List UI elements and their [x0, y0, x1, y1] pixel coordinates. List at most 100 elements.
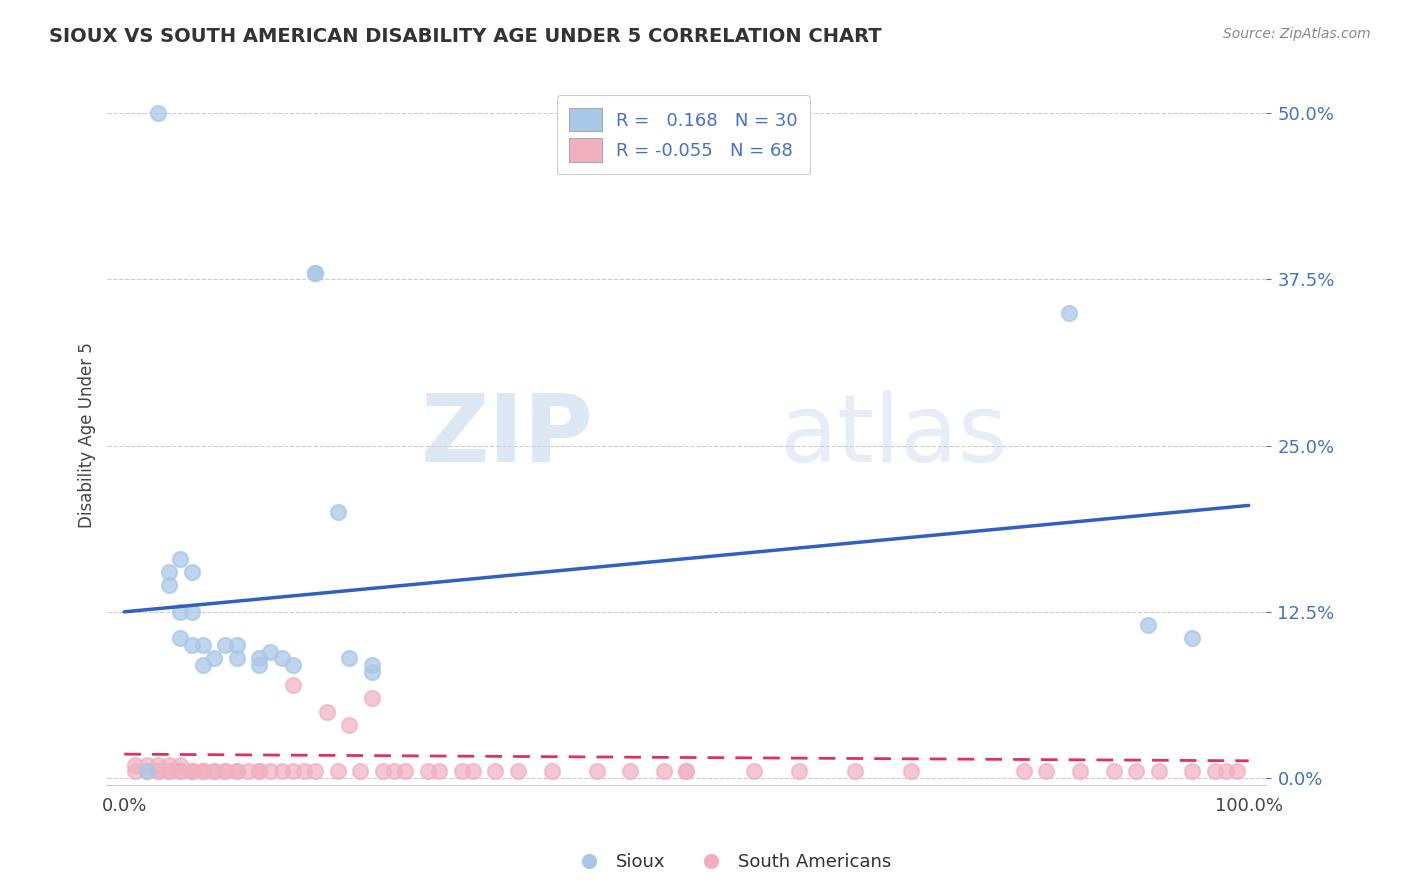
- Legend: Sioux, South Americans: Sioux, South Americans: [564, 847, 898, 879]
- Point: [124, 757, 146, 772]
- Point: [844, 764, 866, 779]
- Point: [394, 764, 416, 779]
- Point: [1181, 764, 1204, 779]
- Point: [652, 764, 675, 779]
- Point: [281, 658, 304, 673]
- Point: [180, 764, 202, 779]
- Point: [214, 764, 236, 779]
- Legend: R =   0.168   N = 30, R = -0.055   N = 68: R = 0.168 N = 30, R = -0.055 N = 68: [557, 95, 810, 174]
- Point: [202, 651, 225, 665]
- Point: [157, 757, 180, 772]
- Point: [146, 764, 169, 779]
- Point: [1069, 764, 1091, 779]
- Point: [675, 764, 697, 779]
- Point: [191, 764, 214, 779]
- Point: [585, 764, 607, 779]
- Text: ZIP: ZIP: [420, 390, 593, 482]
- Point: [146, 757, 169, 772]
- Point: [1035, 764, 1057, 779]
- Point: [214, 764, 236, 779]
- Point: [1102, 764, 1125, 779]
- Point: [304, 764, 326, 779]
- Point: [1057, 305, 1080, 319]
- Point: [742, 764, 765, 779]
- Point: [247, 764, 270, 779]
- Point: [337, 718, 360, 732]
- Point: [540, 764, 562, 779]
- Point: [382, 764, 405, 779]
- Point: [270, 651, 292, 665]
- Point: [191, 638, 214, 652]
- Point: [484, 764, 506, 779]
- Point: [247, 764, 270, 779]
- Point: [225, 764, 247, 779]
- Point: [900, 764, 922, 779]
- Point: [259, 645, 281, 659]
- Point: [304, 266, 326, 280]
- Point: [461, 764, 484, 779]
- Point: [169, 632, 191, 646]
- Point: [225, 638, 247, 652]
- Point: [1226, 764, 1249, 779]
- Point: [360, 691, 382, 706]
- Point: [247, 658, 270, 673]
- Point: [124, 764, 146, 779]
- Point: [157, 764, 180, 779]
- Point: [191, 658, 214, 673]
- Point: [675, 764, 697, 779]
- Point: [236, 764, 259, 779]
- Point: [1215, 764, 1237, 779]
- Point: [427, 764, 450, 779]
- Point: [416, 764, 439, 779]
- Point: [169, 605, 191, 619]
- Point: [135, 764, 157, 779]
- Point: [169, 764, 191, 779]
- Point: [259, 764, 281, 779]
- Point: [180, 764, 202, 779]
- Point: [214, 638, 236, 652]
- Point: [337, 651, 360, 665]
- Point: [360, 658, 382, 673]
- Point: [225, 764, 247, 779]
- Point: [1136, 618, 1159, 632]
- Point: [360, 665, 382, 679]
- Point: [135, 757, 157, 772]
- Point: [326, 505, 349, 519]
- Point: [1125, 764, 1147, 779]
- Point: [225, 651, 247, 665]
- Point: [157, 764, 180, 779]
- Text: Source: ZipAtlas.com: Source: ZipAtlas.com: [1223, 27, 1371, 41]
- Point: [157, 565, 180, 579]
- Point: [326, 764, 349, 779]
- Point: [619, 764, 641, 779]
- Point: [450, 764, 472, 779]
- Point: [169, 764, 191, 779]
- Point: [787, 764, 810, 779]
- Point: [247, 651, 270, 665]
- Point: [169, 757, 191, 772]
- Point: [135, 764, 157, 779]
- Point: [1204, 764, 1226, 779]
- Point: [1181, 632, 1204, 646]
- Point: [180, 764, 202, 779]
- Point: [146, 106, 169, 120]
- Point: [304, 266, 326, 280]
- Point: [1012, 764, 1035, 779]
- Point: [281, 764, 304, 779]
- Point: [202, 764, 225, 779]
- Point: [157, 578, 180, 592]
- Point: [371, 764, 394, 779]
- Point: [191, 764, 214, 779]
- Point: [1147, 764, 1170, 779]
- Text: atlas: atlas: [779, 390, 1007, 482]
- Point: [315, 705, 337, 719]
- Point: [506, 764, 529, 779]
- Point: [349, 764, 371, 779]
- Point: [270, 764, 292, 779]
- Point: [191, 764, 214, 779]
- Text: SIOUX VS SOUTH AMERICAN DISABILITY AGE UNDER 5 CORRELATION CHART: SIOUX VS SOUTH AMERICAN DISABILITY AGE U…: [49, 27, 882, 45]
- Point: [180, 605, 202, 619]
- Point: [180, 565, 202, 579]
- Point: [169, 551, 191, 566]
- Point: [281, 678, 304, 692]
